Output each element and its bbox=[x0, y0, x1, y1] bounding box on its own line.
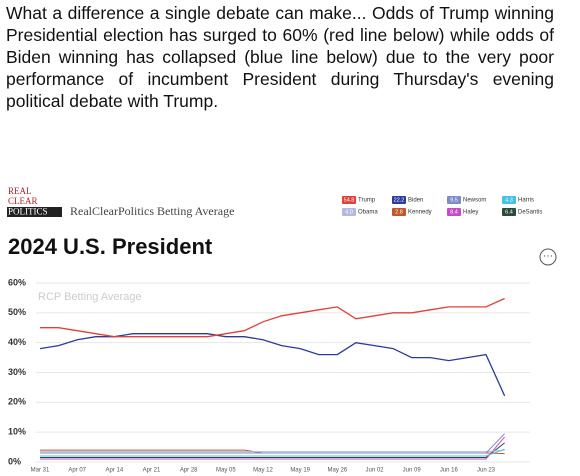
x-tick-label: Jun 02 bbox=[365, 468, 384, 474]
series-line bbox=[40, 442, 505, 458]
logo-text: CLEAR bbox=[8, 196, 38, 206]
legend-badge bbox=[502, 196, 516, 204]
legend-value: 4.0 bbox=[345, 209, 353, 215]
legend-label: Haley bbox=[463, 210, 478, 216]
legend-label: DeSantis bbox=[518, 210, 542, 216]
y-tick-label: 0% bbox=[8, 456, 21, 466]
menu-icon[interactable]: ··· bbox=[543, 251, 553, 262]
y-tick-label: 50% bbox=[8, 307, 26, 317]
legend-badge bbox=[447, 196, 461, 204]
legend-label: Kennedy bbox=[408, 210, 432, 216]
x-tick-label: Apr 28 bbox=[180, 468, 198, 474]
legend-label: Newsom bbox=[463, 198, 486, 204]
legend-badge bbox=[447, 208, 461, 216]
y-tick-label: 10% bbox=[8, 427, 26, 437]
legend-label: Biden bbox=[408, 198, 423, 204]
source: RealClearPolitics Betting Average bbox=[70, 204, 234, 218]
x-tick-label: Jun 09 bbox=[403, 468, 422, 474]
legend-badge bbox=[342, 196, 356, 204]
x-tick-label: Apr 21 bbox=[143, 468, 161, 474]
legend-label: Harris bbox=[518, 198, 534, 204]
logo-text: POLITICS bbox=[8, 207, 48, 217]
legend-value: 6.4 bbox=[505, 209, 513, 215]
logo-text: REAL bbox=[8, 186, 32, 196]
legend-badge bbox=[392, 196, 406, 204]
legend-value: 4.3 bbox=[505, 197, 513, 203]
x-tick-label: May 19 bbox=[290, 468, 310, 474]
watermark: RCP Betting Average bbox=[38, 291, 142, 303]
legend-value: 54.8 bbox=[344, 197, 355, 203]
x-tick-label: Jun 23 bbox=[477, 468, 496, 474]
post-text: What a difference a single debate can ma… bbox=[6, 3, 554, 111]
series-line bbox=[40, 436, 505, 460]
chart-title: 2024 U.S. President bbox=[8, 234, 213, 259]
logo-band bbox=[7, 207, 62, 217]
x-tick-label: Apr 07 bbox=[68, 468, 86, 474]
y-tick-label: 20% bbox=[8, 397, 26, 407]
legend-value: 22.2 bbox=[394, 197, 405, 203]
chart-background bbox=[0, 180, 580, 476]
legend-badge bbox=[502, 208, 516, 216]
y-tick-label: 40% bbox=[8, 337, 26, 347]
x-tick-label: Apr 14 bbox=[105, 468, 123, 474]
series-line bbox=[40, 433, 505, 454]
legend-label: Trump bbox=[358, 198, 376, 204]
series-line bbox=[40, 449, 505, 453]
legend-value: 2.8 bbox=[395, 209, 403, 215]
menu-button[interactable] bbox=[539, 248, 557, 266]
y-tick-label: 60% bbox=[8, 277, 26, 287]
series-line bbox=[40, 297, 505, 338]
x-tick-label: Jun 16 bbox=[440, 468, 459, 474]
x-tick-label: May 12 bbox=[253, 468, 273, 474]
legend-value: 9.5 bbox=[450, 197, 458, 203]
x-tick-label: May 05 bbox=[216, 468, 236, 474]
legend-label: Obama bbox=[358, 210, 378, 216]
x-tick-label: Mar 31 bbox=[31, 468, 50, 474]
x-tick-label: May 26 bbox=[327, 468, 347, 474]
series-line bbox=[40, 448, 505, 457]
legend-value: 8.4 bbox=[450, 209, 458, 215]
legend-badge bbox=[342, 208, 356, 216]
y-tick-label: 30% bbox=[8, 367, 26, 377]
legend-badge bbox=[392, 208, 406, 216]
